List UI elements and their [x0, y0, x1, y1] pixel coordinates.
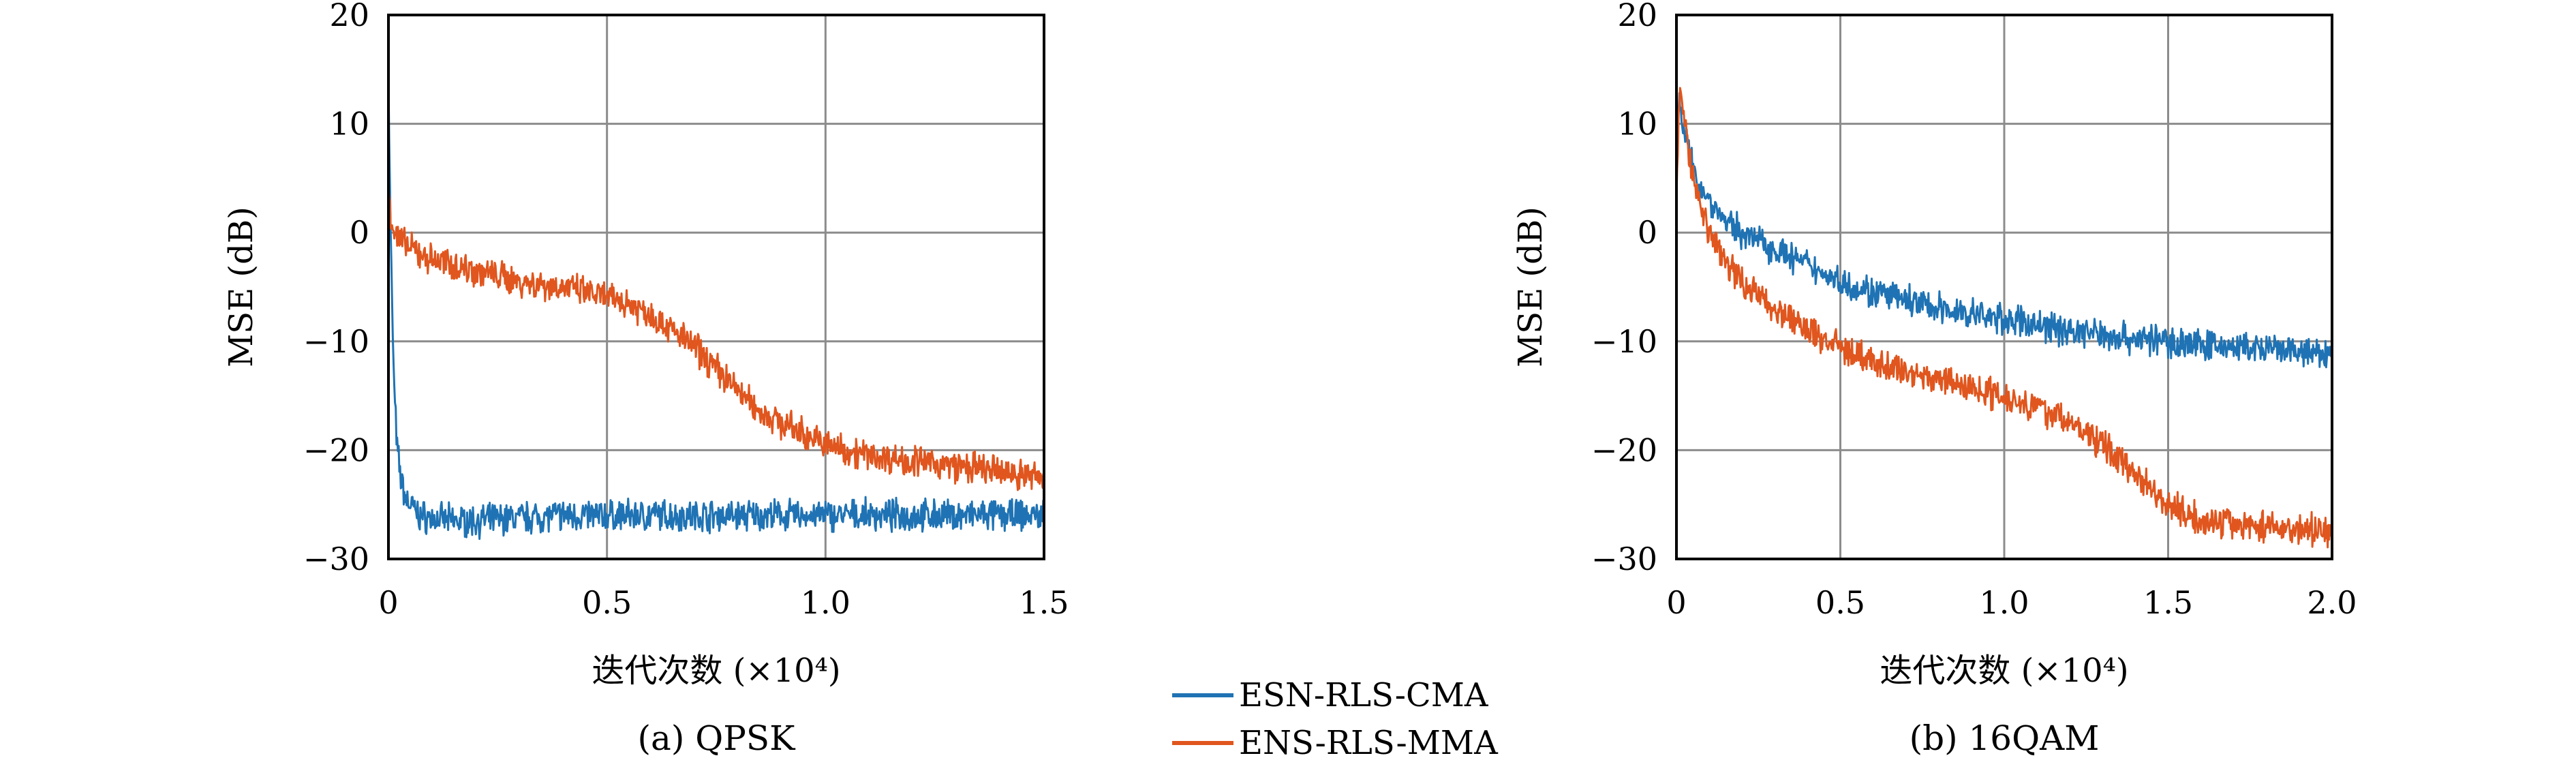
x-tick-labels-16qam: 0 0.5 1.0 1.5 2.0 — [1666, 584, 2357, 621]
y-tick-label: −20 — [1591, 431, 1657, 468]
grid-qpsk — [387, 14, 1045, 560]
y-tick-labels-16qam: 20 10 0 −10 −20 −30 — [1591, 0, 1657, 577]
y-tick-label: −30 — [303, 541, 369, 577]
series-group-qpsk — [387, 76, 1045, 541]
y-tick-labels-qpsk: 20 10 0 −10 −20 −30 — [303, 0, 369, 577]
x-tick-label: 0.5 — [582, 584, 632, 621]
y-tick-label: −20 — [303, 431, 369, 468]
series-line-esn-rls-cma-16qam — [1675, 92, 2333, 369]
legend: ESN-RLS-CMA ENS-RLS-MMA — [1172, 676, 1499, 762]
legend-label-ens-rls-mma: ENS-RLS-MMA — [1239, 724, 1499, 762]
x-axis-title-qpsk: 迭代次数 (×10⁴) — [592, 652, 840, 690]
series-group-16qam — [1675, 87, 2333, 549]
caption-16qam: (b) 16QAM — [1910, 718, 2100, 758]
x-tick-label: 0 — [1666, 584, 1686, 621]
y-tick-label: 10 — [1617, 106, 1657, 142]
x-tick-label: 0 — [378, 584, 398, 621]
x-axis-title-16qam: 迭代次数 (×10⁴) — [1880, 652, 2128, 690]
x-tick-label: 1.5 — [2143, 584, 2193, 621]
y-tick-label: −30 — [1591, 541, 1657, 577]
chart-qpsk: 20 10 0 −10 −20 −30 0 0.5 1.0 1.5 迭代次数 (×10⁴) MS… — [222, 0, 1069, 758]
x-tick-label: 1.0 — [801, 584, 850, 621]
x-tick-label: 2.0 — [2307, 584, 2357, 621]
y-tick-label: 20 — [329, 0, 369, 33]
y-axis-title-16qam: MSE (dB) — [1512, 207, 1550, 367]
caption-qpsk: (a) QPSK — [638, 718, 797, 758]
x-tick-labels-qpsk: 0 0.5 1.0 1.5 — [378, 584, 1069, 621]
x-tick-label: 1.0 — [1979, 584, 2029, 621]
plot-frame-16qam — [1675, 14, 2333, 560]
y-tick-label: 0 — [1638, 214, 1657, 251]
plot-frame-qpsk — [387, 14, 1045, 560]
series-line-esn-rls-cma-qpsk — [387, 76, 1045, 541]
y-tick-label: 20 — [1617, 0, 1657, 33]
x-tick-label: 0.5 — [1815, 584, 1865, 621]
series-line-ens-rls-mma-qpsk — [387, 187, 1045, 491]
legend-label-esn-rls-cma: ESN-RLS-CMA — [1239, 676, 1489, 714]
y-axis-title-qpsk: MSE (dB) — [222, 207, 260, 367]
y-tick-label: 0 — [350, 214, 369, 251]
y-tick-label: −10 — [303, 323, 369, 360]
grid-16qam — [1675, 14, 2333, 560]
y-tick-label: 10 — [329, 106, 369, 142]
y-tick-label: −10 — [1591, 323, 1657, 360]
series-line-ens-rls-mma-16qam — [1675, 87, 2333, 549]
x-tick-label: 1.5 — [1019, 584, 1069, 621]
chart-16qam: 20 10 0 −10 −20 −30 0 0.5 1.0 1.5 2.0 迭代次数 (×10⁴)… — [1512, 0, 2357, 758]
